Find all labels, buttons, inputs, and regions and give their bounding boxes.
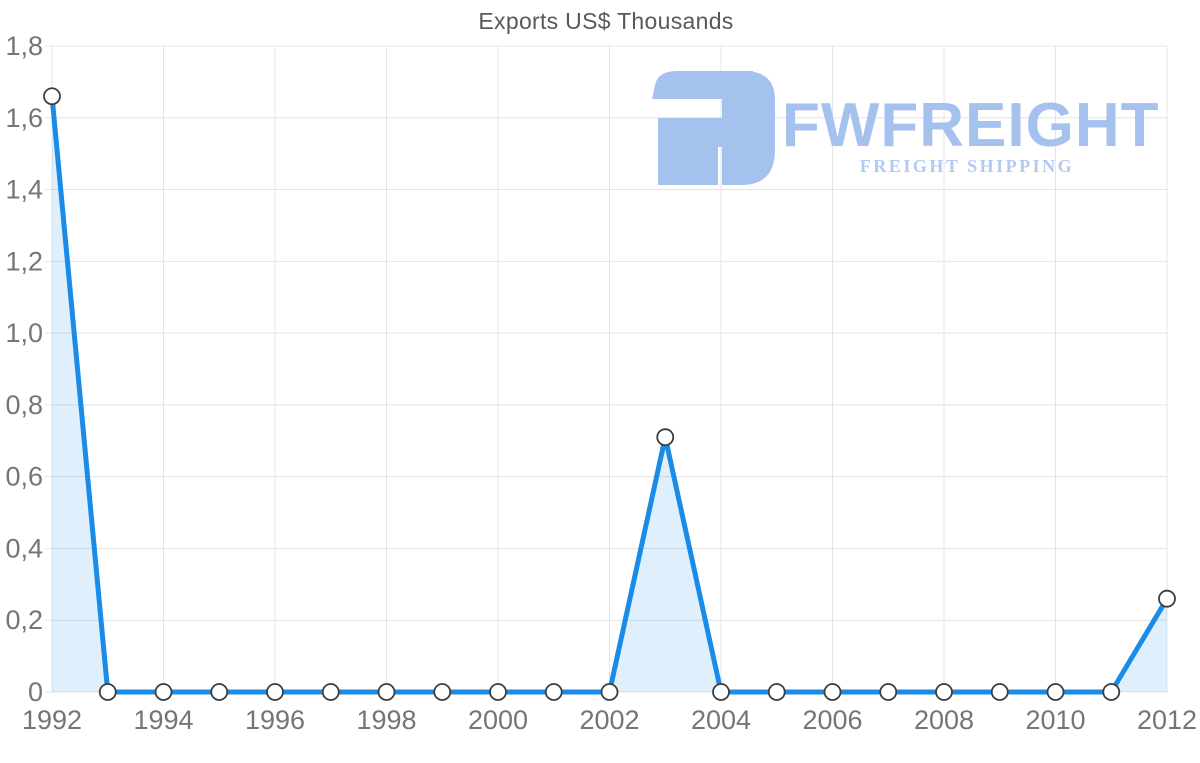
data-point-marker[interactable] bbox=[990, 683, 1009, 701]
data-point-marker[interactable] bbox=[935, 683, 953, 701]
data-point-marker[interactable] bbox=[154, 683, 173, 701]
data-point-marker[interactable] bbox=[767, 683, 786, 701]
data-point-marker[interactable] bbox=[823, 683, 842, 701]
data-point-marker[interactable] bbox=[712, 683, 730, 701]
data-point-marker[interactable] bbox=[1046, 683, 1065, 701]
data-point-marker[interactable] bbox=[544, 683, 563, 701]
y-axis-tick-label: 1,2 bbox=[5, 246, 43, 276]
data-point-marker[interactable] bbox=[98, 683, 117, 701]
data-point-marker[interactable] bbox=[433, 683, 452, 701]
data-point-marker[interactable] bbox=[656, 428, 675, 447]
data-point-marker[interactable] bbox=[210, 683, 229, 701]
x-axis-tick-label: 2002 bbox=[579, 705, 639, 735]
logo-brand-text: FWFREIGHT bbox=[782, 91, 1160, 160]
data-point-marker[interactable] bbox=[489, 683, 507, 701]
chart-title: Exports US$ Thousands bbox=[478, 8, 734, 34]
y-axis-tick-label: 1,8 bbox=[5, 31, 43, 61]
fwfreight-logo-icon bbox=[652, 71, 775, 185]
logo-tagline-text: FREIGHT SHIPPING bbox=[859, 156, 1075, 176]
x-axis-tick-label: 1992 bbox=[22, 705, 82, 735]
x-axis-tick-label: 2006 bbox=[802, 705, 862, 735]
x-axis-tick-label: 2000 bbox=[468, 705, 528, 735]
data-point-marker[interactable] bbox=[600, 683, 619, 701]
y-axis-tick-label: 0,2 bbox=[5, 605, 43, 635]
data-point-marker[interactable] bbox=[377, 683, 396, 701]
y-axis-tick-label: 0,4 bbox=[5, 533, 43, 563]
x-axis-tick-label: 2012 bbox=[1137, 705, 1197, 735]
data-point-marker[interactable] bbox=[321, 683, 340, 701]
y-axis-tick-label: 1,4 bbox=[5, 175, 43, 205]
y-axis-tick-label: 0 bbox=[28, 677, 43, 707]
y-axis-tick-label: 1,6 bbox=[5, 103, 43, 133]
y-axis-tick-label: 1,0 bbox=[5, 318, 43, 348]
data-point-marker[interactable] bbox=[266, 683, 284, 701]
x-axis-tick-label: 1998 bbox=[356, 705, 416, 735]
fwfreight-logo: FWFREIGHT FREIGHT SHIPPING bbox=[650, 66, 1160, 191]
y-axis-tick-label: 0,6 bbox=[5, 462, 43, 492]
data-point-marker[interactable] bbox=[879, 683, 898, 701]
y-axis-tick-label: 0,8 bbox=[5, 390, 43, 420]
x-axis-tick-label: 1994 bbox=[133, 705, 193, 735]
data-point-marker[interactable] bbox=[1102, 683, 1121, 701]
data-point-marker[interactable] bbox=[1158, 589, 1176, 608]
x-axis-tick-label: 2004 bbox=[691, 705, 751, 735]
x-axis-tick-label: 1996 bbox=[245, 705, 305, 735]
x-axis-tick-label: 2008 bbox=[914, 705, 974, 735]
data-point-marker[interactable] bbox=[43, 87, 61, 106]
x-axis-tick-label: 2010 bbox=[1025, 705, 1085, 735]
